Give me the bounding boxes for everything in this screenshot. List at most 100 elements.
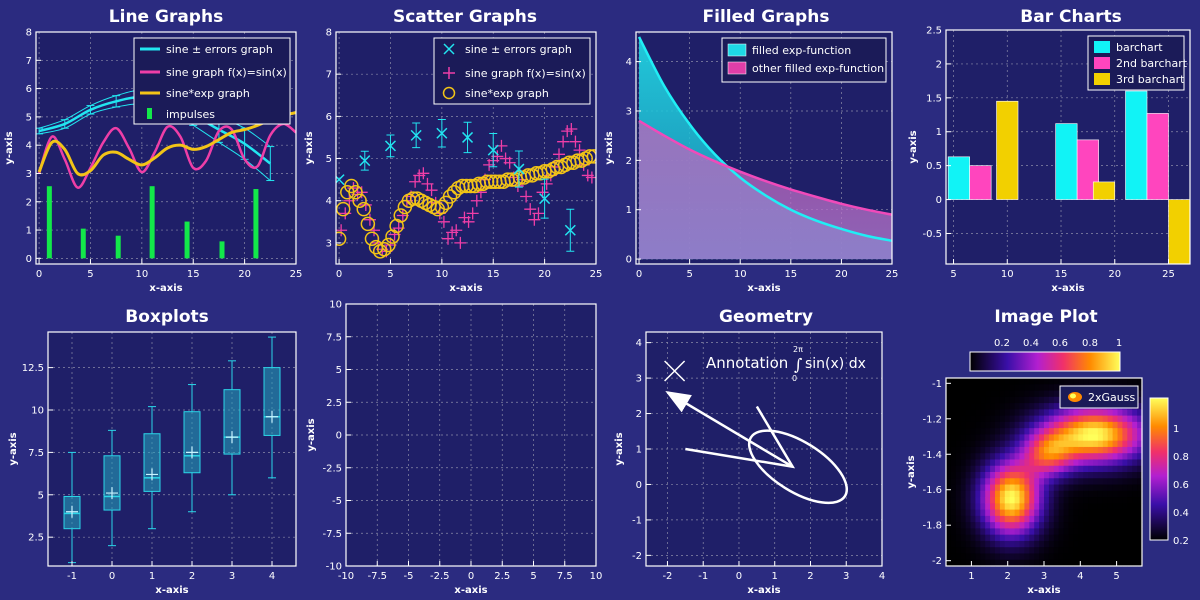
heatmap-cell	[1078, 559, 1084, 567]
heatmap-cell	[1004, 553, 1011, 561]
heatmap-cell	[1024, 490, 1030, 498]
heatmap-cell	[1107, 440, 1114, 448]
heatmap-cell	[955, 465, 962, 473]
scatter-point-plus	[520, 190, 533, 203]
heatmap-cell	[1044, 559, 1050, 567]
heatmap-cell	[1053, 484, 1060, 492]
line-ytick-label: 7	[26, 56, 32, 67]
heatmap-cell	[1127, 434, 1133, 442]
geometry-ylabel: y-axis	[614, 432, 625, 465]
heatmap-cell	[1039, 547, 1045, 555]
heatmap-cell	[1093, 465, 1099, 473]
heatmap-cell	[1058, 490, 1065, 498]
heatmap-cell	[1034, 434, 1040, 442]
heatmap-cell	[955, 390, 962, 398]
heatmap-cell	[1063, 484, 1070, 492]
heatmap-cell	[965, 409, 972, 417]
heatmap-cell	[1024, 553, 1030, 561]
heatmap-cell	[1088, 534, 1094, 542]
heatmap-cell	[975, 421, 981, 429]
bar-xlabel: x-axis	[1051, 283, 1084, 294]
image-ylabel: y-axis	[906, 455, 917, 488]
scatter-point-circle	[582, 149, 596, 164]
heatmap-cell	[1029, 403, 1035, 410]
heatmap-cell	[1019, 384, 1025, 392]
heatmap-cell	[999, 440, 1006, 448]
heatmap-cell	[955, 446, 962, 454]
heatmap-cell	[1068, 446, 1074, 454]
heatmap-cell	[1127, 553, 1133, 561]
line-ytick-label: 5	[26, 112, 32, 123]
heatmap-cell	[1127, 378, 1133, 385]
heatmap-cell	[946, 384, 952, 392]
heatmap-cell	[1009, 415, 1016, 423]
heatmap-cell	[990, 378, 996, 385]
heatmap-cell	[1044, 472, 1050, 479]
heatmap-cell	[1127, 415, 1133, 423]
heatmap-cell	[999, 403, 1006, 410]
heatmap-cell	[975, 459, 981, 467]
heatmap-cell	[1029, 528, 1035, 536]
heatmap-cell	[1004, 434, 1011, 442]
heatmap-cell	[960, 428, 967, 435]
heatmap-cell	[1137, 409, 1143, 417]
heatmap-cell	[970, 540, 976, 548]
heatmap-cell	[970, 484, 976, 492]
heatmap-cell	[1132, 490, 1138, 498]
heatmap-cell	[980, 415, 986, 423]
heatmap-cell	[1078, 553, 1084, 561]
filled-xtick-label: 10	[734, 269, 747, 280]
heatmap-cell	[1053, 415, 1060, 423]
heatmap-cell	[1024, 547, 1030, 555]
heatmap-cell	[985, 540, 991, 548]
heatmap-cell	[1097, 547, 1104, 555]
heatmap-cell	[1019, 421, 1025, 429]
empty-xtick-label: -2.5	[430, 571, 450, 582]
heatmap-cell	[1029, 540, 1035, 548]
filled-ytick-label: 0	[626, 255, 632, 266]
heatmap-cell	[1073, 409, 1079, 417]
heatmap-cell	[946, 446, 952, 454]
side-colorbar-tick: 0.8	[1173, 452, 1189, 463]
heatmap-cell	[1058, 509, 1065, 517]
heatmap-cell	[965, 553, 972, 561]
heatmap-cell	[965, 453, 972, 461]
heatmap-cell	[1137, 547, 1143, 555]
heatmap-cell	[1044, 403, 1050, 410]
heatmap-cell	[1019, 378, 1025, 385]
bar-3rd-barchart	[1092, 181, 1116, 200]
heatmap-cell	[1102, 553, 1109, 561]
heatmap-cell	[1004, 528, 1011, 536]
heatmap-cell	[946, 453, 952, 461]
heatmap-cell	[995, 540, 1001, 548]
heatmap-cell	[1107, 490, 1114, 498]
heatmap-cell	[1107, 478, 1114, 486]
heatmap-cell	[1093, 415, 1099, 423]
heatmap-cell	[1004, 453, 1011, 461]
box-border	[47, 331, 297, 567]
heatmap-cell	[1117, 490, 1123, 498]
empty-xtick-label: 5	[530, 571, 536, 582]
heatmap-cell	[975, 472, 981, 479]
boxplot-chart-title: Boxplots	[125, 307, 209, 327]
heatmap-cell	[1053, 390, 1060, 398]
heatmap-cell	[995, 396, 1001, 404]
box-mean-marker	[146, 468, 158, 481]
heatmap-cell	[995, 390, 1001, 398]
heatmap-cell	[1058, 534, 1065, 542]
heatmap-cell	[1083, 509, 1089, 517]
heatmap-cell	[1048, 453, 1055, 461]
legend-label-sine: sine graph f(x)=sin(x)	[166, 66, 287, 79]
heatmap-cell	[1122, 553, 1128, 561]
heatmap-cell	[1029, 446, 1035, 454]
heatmap-cell	[1088, 497, 1094, 504]
heatmap-cell	[1019, 440, 1025, 448]
filled-legend-box	[721, 37, 887, 83]
heatmap-cell	[995, 497, 1001, 504]
heatmap-cell	[1088, 434, 1094, 442]
scatter-point-plus	[425, 184, 438, 197]
heatmap-cell	[1004, 415, 1011, 423]
heatmap-cell	[955, 415, 962, 423]
heatmap-cell	[1048, 515, 1055, 523]
heatmap-cell	[960, 490, 967, 498]
